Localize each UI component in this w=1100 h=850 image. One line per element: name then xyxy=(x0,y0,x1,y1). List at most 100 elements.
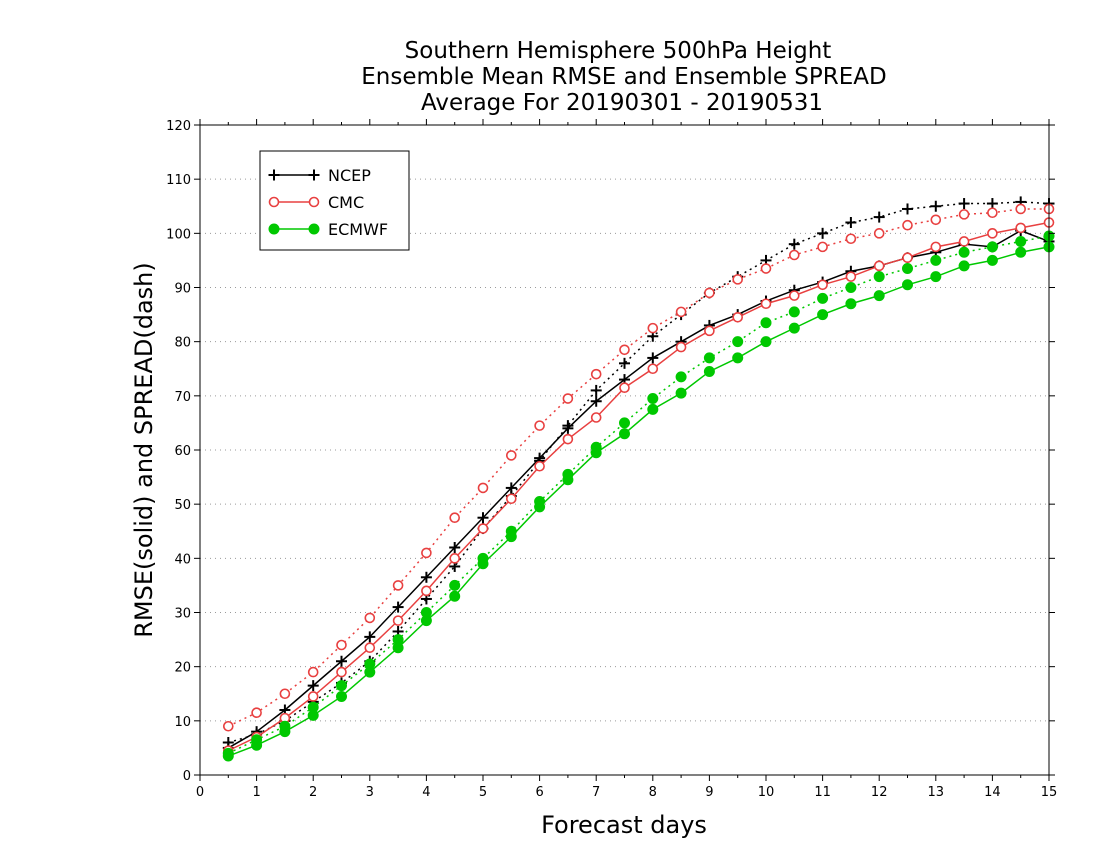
ncep-rmse-point xyxy=(477,512,489,524)
cmc-spread-point xyxy=(477,482,489,494)
ecmwf-rmse-point xyxy=(364,666,376,678)
y-tick-label: 120 xyxy=(166,119,191,134)
x-axis-label: Forecast days xyxy=(541,811,707,839)
cmc-rmse-point xyxy=(873,260,885,272)
legend-label-ecmwf: ECMWF xyxy=(328,220,388,239)
x-tick-label: 6 xyxy=(535,785,543,800)
cmc-spread-point xyxy=(817,241,828,253)
ecmwf-rmse-point xyxy=(732,352,744,364)
ncep-rmse-point xyxy=(364,631,376,643)
cmc-rmse-point xyxy=(392,615,404,626)
legend-label-cmc: CMC xyxy=(328,193,364,212)
ecmwf-rmse-point xyxy=(930,271,942,283)
cmc-rmse-point xyxy=(675,341,687,353)
x-tick-label: 0 xyxy=(196,785,204,800)
x-tick-label: 13 xyxy=(928,785,945,800)
ecmwf-rmse-point xyxy=(392,642,404,654)
ncep-spread-point xyxy=(902,203,913,215)
cmc-rmse-point xyxy=(817,279,828,291)
ncep-spread-point xyxy=(930,200,942,212)
ecmwf-rmse-point xyxy=(279,726,291,738)
cmc-rmse-point xyxy=(958,236,970,247)
cmc-rmse-point xyxy=(307,691,319,702)
ecmwf-rmse-point xyxy=(873,290,885,302)
ecmwf-spread-point xyxy=(619,417,630,429)
cmc-spread-point xyxy=(788,249,800,261)
ecmwf-spread-point xyxy=(873,271,885,283)
cmc-spread-point xyxy=(845,233,857,245)
x-tick-label: 5 xyxy=(479,785,487,800)
cmc-spread-point xyxy=(392,580,404,591)
ecmwf-rmse-line xyxy=(228,246,1050,757)
ncep-spread-point xyxy=(845,217,857,228)
legend-marker-ecmwf-b xyxy=(308,223,320,235)
cmc-spread-point xyxy=(251,707,262,719)
x-tick-label: 10 xyxy=(758,785,775,800)
ecmwf-rmse-point xyxy=(647,403,659,415)
ecmwf-spread-point xyxy=(986,241,998,253)
cmc-rmse-point xyxy=(534,460,545,472)
y-tick-label: 40 xyxy=(174,552,191,567)
ecmwf-spread-point xyxy=(1015,235,1027,247)
x-tick-label: 15 xyxy=(1041,785,1058,800)
chart-title-line-2: Ensemble Mean RMSE and Ensemble SPREAD xyxy=(361,64,886,90)
ecmwf-spread-point xyxy=(703,352,715,364)
legend-marker-cmc-b xyxy=(308,196,320,208)
cmc-rmse-point xyxy=(619,382,630,394)
y-tick-label: 60 xyxy=(174,444,191,459)
ecmwf-spread-point xyxy=(958,246,970,258)
legend-label-ncep: NCEP xyxy=(328,166,371,185)
cmc-spread-point xyxy=(307,666,319,678)
ncep-rmse-point xyxy=(336,655,347,667)
cmc-spread-point xyxy=(505,450,517,461)
ecmwf-spread-point xyxy=(732,336,744,348)
ecmwf-rmse-point xyxy=(590,447,602,459)
cmc-spread-point xyxy=(534,420,545,431)
cmc-spread-point xyxy=(279,688,291,700)
ecmwf-rmse-point xyxy=(958,260,970,272)
cmc-rmse-point xyxy=(505,493,517,505)
x-tick-label: 4 xyxy=(422,785,430,800)
ecmwf-rmse-point xyxy=(251,739,263,751)
cmc-rmse-point xyxy=(732,311,744,323)
x-tick-label: 12 xyxy=(871,785,888,800)
ncep-rmse-point xyxy=(562,422,574,434)
ncep-spread-point xyxy=(986,198,998,210)
y-tick-label: 50 xyxy=(174,498,191,513)
cmc-spread-point xyxy=(873,228,885,239)
y-tick-label: 0 xyxy=(183,769,191,784)
chart-title-line-1: Southern Hemisphere 500hPa Height xyxy=(405,38,832,64)
cmc-spread-point xyxy=(223,720,234,732)
ecmwf-rmse-point xyxy=(1015,246,1027,258)
cmc-spread-point xyxy=(1015,203,1027,215)
x-tick-label: 11 xyxy=(814,785,831,800)
ecmwf-rmse-point xyxy=(788,322,800,334)
ncep-spread-point xyxy=(873,211,885,223)
ecmwf-rmse-point xyxy=(817,309,829,321)
cmc-rmse-point xyxy=(647,363,659,375)
cmc-rmse-point xyxy=(449,553,461,564)
y-tick-label: 10 xyxy=(174,715,191,730)
x-tick-label: 8 xyxy=(649,785,657,800)
ecmwf-spread-point xyxy=(647,393,659,405)
ncep-spread-point xyxy=(958,198,970,210)
cmc-spread-point xyxy=(619,344,630,356)
cmc-spread-point xyxy=(930,214,942,226)
cmc-rmse-line xyxy=(227,221,1050,752)
cmc-rmse-point xyxy=(477,523,489,534)
cmc-rmse-point xyxy=(562,433,574,445)
grid-lines xyxy=(200,178,1049,722)
ecmwf-spread-point xyxy=(449,579,461,591)
ecmwf-rmse-point xyxy=(336,690,347,702)
cmc-spread-point xyxy=(958,209,970,220)
cmc-spread-point xyxy=(647,322,659,334)
cmc-spread-point xyxy=(336,639,347,651)
ecmwf-rmse-point xyxy=(420,615,432,627)
cmc-spread-point xyxy=(732,274,744,285)
cmc-rmse-point xyxy=(930,241,942,253)
ecmwf-spread-point xyxy=(845,282,857,293)
x-tick-label: 2 xyxy=(309,785,317,800)
ncep-spread-point xyxy=(590,384,602,396)
cmc-rmse-point xyxy=(788,290,800,301)
